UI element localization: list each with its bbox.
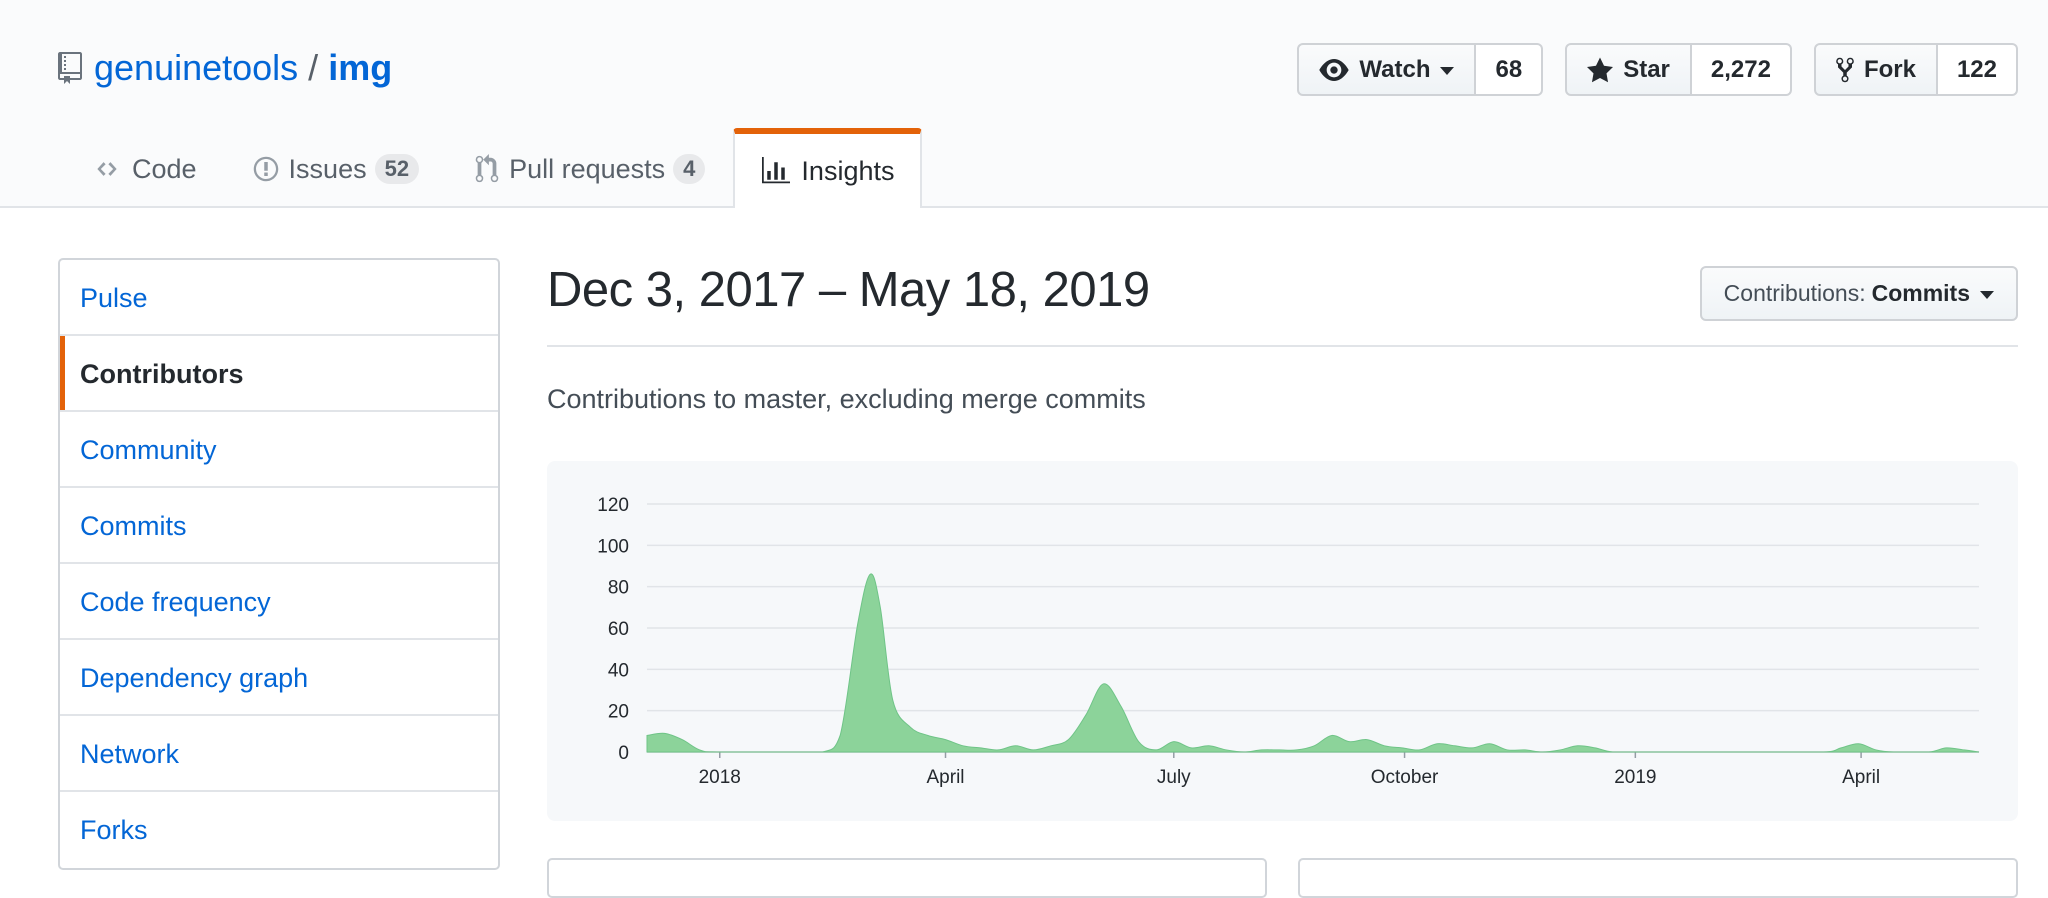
contributor-card [1298, 858, 2018, 898]
tab-insights[interactable]: Insights [733, 128, 923, 208]
x-tick-label: July [1157, 767, 1191, 788]
y-tick-label: 120 [597, 495, 629, 516]
tab-issues[interactable]: Issues 52 [225, 128, 448, 208]
tab-label: Insights [801, 155, 895, 186]
repo-icon [58, 52, 82, 84]
graph-icon [762, 157, 791, 184]
star-label: Star [1623, 55, 1670, 83]
contributor-card [547, 858, 1267, 898]
x-tick-label: 2018 [699, 767, 741, 788]
y-tick-label: 100 [597, 536, 629, 557]
tab-code[interactable]: Code [64, 128, 225, 208]
date-range-title: Dec 3, 2017 – May 18, 2019 [547, 263, 1150, 317]
code-icon [97, 162, 117, 176]
menu-item-contributors[interactable]: Contributors [60, 336, 498, 412]
menu-item-network[interactable]: Network [60, 716, 498, 792]
fork-button[interactable]: Fork [1813, 43, 1938, 96]
tab-label: Code [132, 153, 197, 184]
x-tick-label: October [1371, 767, 1439, 788]
contributions-chart: 0 20 40 60 80 100 120 2018 April July October 2019… [547, 461, 2018, 821]
star-button[interactable]: Star [1565, 43, 1692, 96]
repo-nav: Code Issues 52 Pull requests 4 Insights [64, 128, 923, 208]
watch-button[interactable]: Watch [1297, 43, 1477, 96]
path-separator: / [308, 47, 319, 88]
y-tick-label: 60 [608, 619, 629, 640]
pagehead-actions: Watch 68 Star 2,272 Fork 122 [1275, 43, 2018, 96]
repo-name-link[interactable]: img [328, 47, 393, 88]
menu-item-pulse[interactable]: Pulse [60, 260, 498, 336]
commits-area [646, 573, 1980, 753]
menu-item-commits[interactable]: Commits [60, 488, 498, 564]
contributions-value: Commits [1871, 280, 1970, 306]
x-tick-label: 2019 [1614, 767, 1656, 788]
watch-label: Watch [1359, 55, 1431, 83]
stargazers-count[interactable]: 2,272 [1691, 43, 1792, 96]
star-group: Star 2,272 [1565, 43, 1792, 96]
issues-counter: 52 [374, 154, 420, 184]
star-icon [1587, 57, 1614, 82]
eye-icon [1319, 58, 1350, 81]
pull-requests-counter: 4 [673, 154, 706, 184]
repo-owner-link[interactable]: genuinetools [94, 47, 299, 88]
x-tick-label: April [1842, 767, 1880, 788]
fork-label: Fork [1863, 55, 1916, 83]
x-tick-label: April [927, 767, 965, 788]
repo-header: genuinetools / img Watch 68 Star 2,272 [0, 0, 2048, 208]
y-tick-label: 40 [608, 660, 629, 681]
x-axis-labels: 2018 April July October 2019 April [699, 767, 1881, 788]
pull-request-icon [475, 154, 499, 183]
caret-down-icon [1980, 290, 1994, 299]
fork-icon [1836, 57, 1854, 82]
chart-series [646, 573, 1980, 753]
watchers-count[interactable]: 68 [1476, 43, 1544, 96]
menu-item-code-frequency[interactable]: Code frequency [60, 564, 498, 640]
caret-down-icon [1440, 66, 1455, 75]
issue-icon [253, 156, 278, 182]
contributions-chart-svg: 0 20 40 60 80 100 120 2018 April July October 2019… [597, 495, 1980, 788]
y-axis-labels: 0 20 40 60 80 100 120 [597, 495, 629, 764]
forks-count[interactable]: 122 [1937, 43, 2018, 96]
menu-item-forks[interactable]: Forks [80, 815, 148, 845]
y-tick-label: 0 [618, 743, 629, 764]
repo-title: genuinetools / img [58, 44, 392, 92]
contributions-select[interactable]: Contributions: Commits [1699, 266, 2018, 321]
fork-group: Fork 122 [1813, 43, 2018, 96]
watch-group: Watch 68 [1297, 43, 1544, 96]
chart-subtitle: Contributions to master, excluding merge… [547, 384, 1146, 414]
contributions-label: Contributions: [1723, 280, 1866, 306]
tab-label: Pull requests [509, 153, 666, 184]
menu-item-dependency-graph[interactable]: Dependency graph [60, 640, 498, 716]
y-tick-label: 80 [608, 578, 629, 599]
tab-pull-requests[interactable]: Pull requests 4 [447, 128, 733, 208]
header-divider [547, 345, 2018, 347]
tab-label: Issues [288, 153, 367, 184]
menu-item-community[interactable]: Community [60, 412, 498, 488]
insights-menu: Pulse Contributors Community Commits Cod… [58, 258, 500, 870]
y-tick-label: 20 [608, 702, 629, 723]
